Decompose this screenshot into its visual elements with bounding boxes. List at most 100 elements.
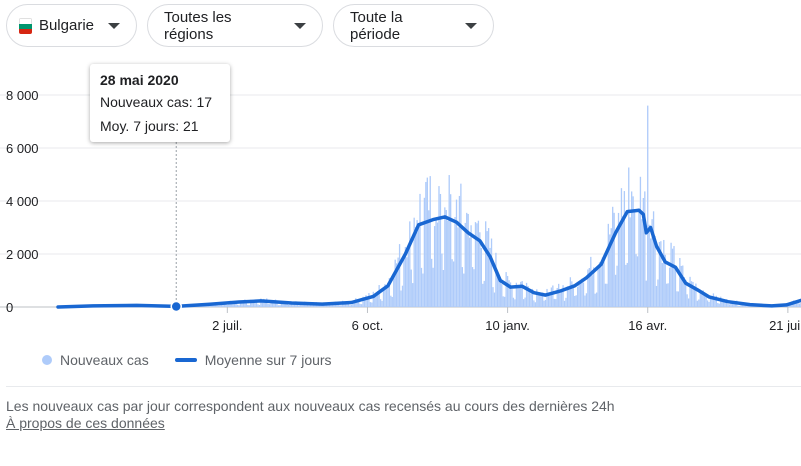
new-cases-bar — [644, 191, 646, 307]
new-cases-bar — [362, 296, 364, 307]
new-cases-bar — [482, 283, 484, 307]
new-cases-bar — [720, 296, 722, 307]
new-cases-bar — [228, 304, 230, 307]
new-cases-bar — [648, 224, 650, 307]
country-select[interactable]: Bulgarie — [6, 4, 137, 47]
new-cases-bar — [501, 284, 503, 307]
tooltip-avg-value: 21 — [183, 118, 199, 134]
new-cases-bar — [598, 262, 601, 307]
period-select[interactable]: Toute la période — [333, 4, 494, 47]
new-cases-bar — [381, 300, 383, 307]
about-data-link[interactable]: À propos de ces données — [6, 415, 165, 431]
legend-item-average[interactable]: Moyenne sur 7 jours — [174, 352, 332, 368]
new-cases-bar — [708, 301, 710, 307]
new-cases-bar — [715, 295, 717, 307]
new-cases-bar — [790, 305, 792, 307]
new-cases-bar — [724, 301, 726, 307]
new-cases-bar — [463, 273, 465, 307]
new-cases-bar — [378, 285, 380, 307]
new-cases-bar — [686, 294, 688, 307]
new-cases-bar — [498, 276, 500, 307]
new-cases-bar — [282, 302, 284, 307]
new-cases-bar — [663, 239, 665, 307]
new-cases-bar — [795, 301, 798, 307]
new-cases-bar — [638, 210, 640, 307]
new-cases-bar — [261, 299, 264, 307]
new-cases-bar — [521, 281, 523, 307]
new-cases-bar — [737, 305, 739, 307]
regions-select[interactable]: Toutes les régions — [147, 4, 323, 47]
new-cases-bar — [749, 306, 751, 307]
new-cases-bar — [612, 206, 614, 307]
new-cases-bar — [552, 285, 554, 307]
new-cases-bar — [533, 300, 535, 307]
cases-chart[interactable]: 0 2 000 4 000 6 000 8 000 2 juil. 6 oct. 10 ja… — [0, 60, 801, 345]
new-cases-bar — [614, 274, 617, 307]
new-cases-bar — [406, 257, 408, 307]
new-cases-bar — [687, 298, 690, 307]
new-cases-bar — [417, 223, 420, 307]
new-cases-bar — [584, 295, 586, 307]
new-cases-bar — [374, 295, 376, 307]
new-cases-bar — [559, 293, 561, 307]
new-cases-bar — [797, 300, 799, 307]
new-cases-bar — [698, 299, 700, 307]
new-cases-bar — [562, 285, 564, 307]
new-cases-bar — [727, 303, 729, 307]
new-cases-bar — [390, 295, 392, 307]
new-cases-bar — [273, 302, 275, 307]
new-cases-bar — [566, 286, 569, 307]
x-tick-label: 21 juil. — [769, 318, 801, 333]
new-cases-bar — [318, 305, 320, 307]
new-cases-bar — [242, 301, 245, 307]
new-cases-bar — [387, 282, 389, 307]
new-cases-bar — [577, 286, 579, 307]
new-cases-bar — [679, 258, 681, 307]
x-tick-label: 16 avr. — [628, 318, 667, 333]
new-cases-bar — [433, 226, 436, 307]
data-footnote: Les nouveaux cas par jour correspondent … — [6, 398, 615, 414]
new-cases-bar — [466, 212, 468, 307]
new-cases-bar — [486, 231, 488, 307]
new-cases-bar — [441, 253, 443, 307]
new-cases-bar — [429, 176, 431, 307]
flag-stripe-white — [19, 17, 32, 24]
new-cases-bar — [721, 300, 723, 307]
new-cases-bar — [636, 256, 639, 307]
new-cases-bar — [594, 293, 596, 307]
new-cases-bar — [425, 181, 427, 307]
new-cases-bar — [398, 244, 401, 307]
new-cases-bar — [508, 280, 510, 307]
new-cases-bar — [693, 286, 696, 307]
new-cases-bar — [664, 254, 666, 307]
new-cases-bar — [428, 210, 430, 307]
new-cases-bar — [536, 289, 538, 307]
new-cases-bar — [572, 287, 574, 307]
legend-item-new-cases[interactable]: Nouveaux cas — [42, 352, 149, 368]
new-cases-bar — [565, 297, 567, 307]
new-cases-bar — [414, 227, 417, 307]
new-cases-bar — [403, 255, 405, 307]
new-cases-bar — [597, 268, 599, 307]
legend-dot-icon — [42, 355, 52, 365]
new-cases-bar — [603, 261, 605, 307]
new-cases-bar — [734, 302, 736, 307]
new-cases-bar — [695, 283, 697, 307]
new-cases-bar — [487, 228, 490, 307]
new-cases-bar — [485, 221, 487, 307]
new-cases-bar — [517, 285, 519, 307]
new-cases-bar — [546, 288, 548, 307]
new-cases-bar — [416, 220, 418, 307]
new-cases-bar — [293, 303, 296, 307]
new-cases-bar — [220, 303, 223, 307]
y-tick-label: 0 — [6, 300, 13, 315]
new-cases-bar — [590, 256, 592, 307]
new-cases-bar — [426, 177, 428, 307]
new-cases-bar — [628, 167, 630, 307]
new-cases-bar — [436, 222, 439, 307]
new-cases-bar — [696, 300, 699, 307]
y-axis: 0 2 000 4 000 6 000 8 000 — [6, 88, 39, 315]
new-cases-bar — [369, 302, 372, 307]
new-cases-bar — [623, 191, 626, 307]
new-cases-bar — [706, 300, 709, 307]
